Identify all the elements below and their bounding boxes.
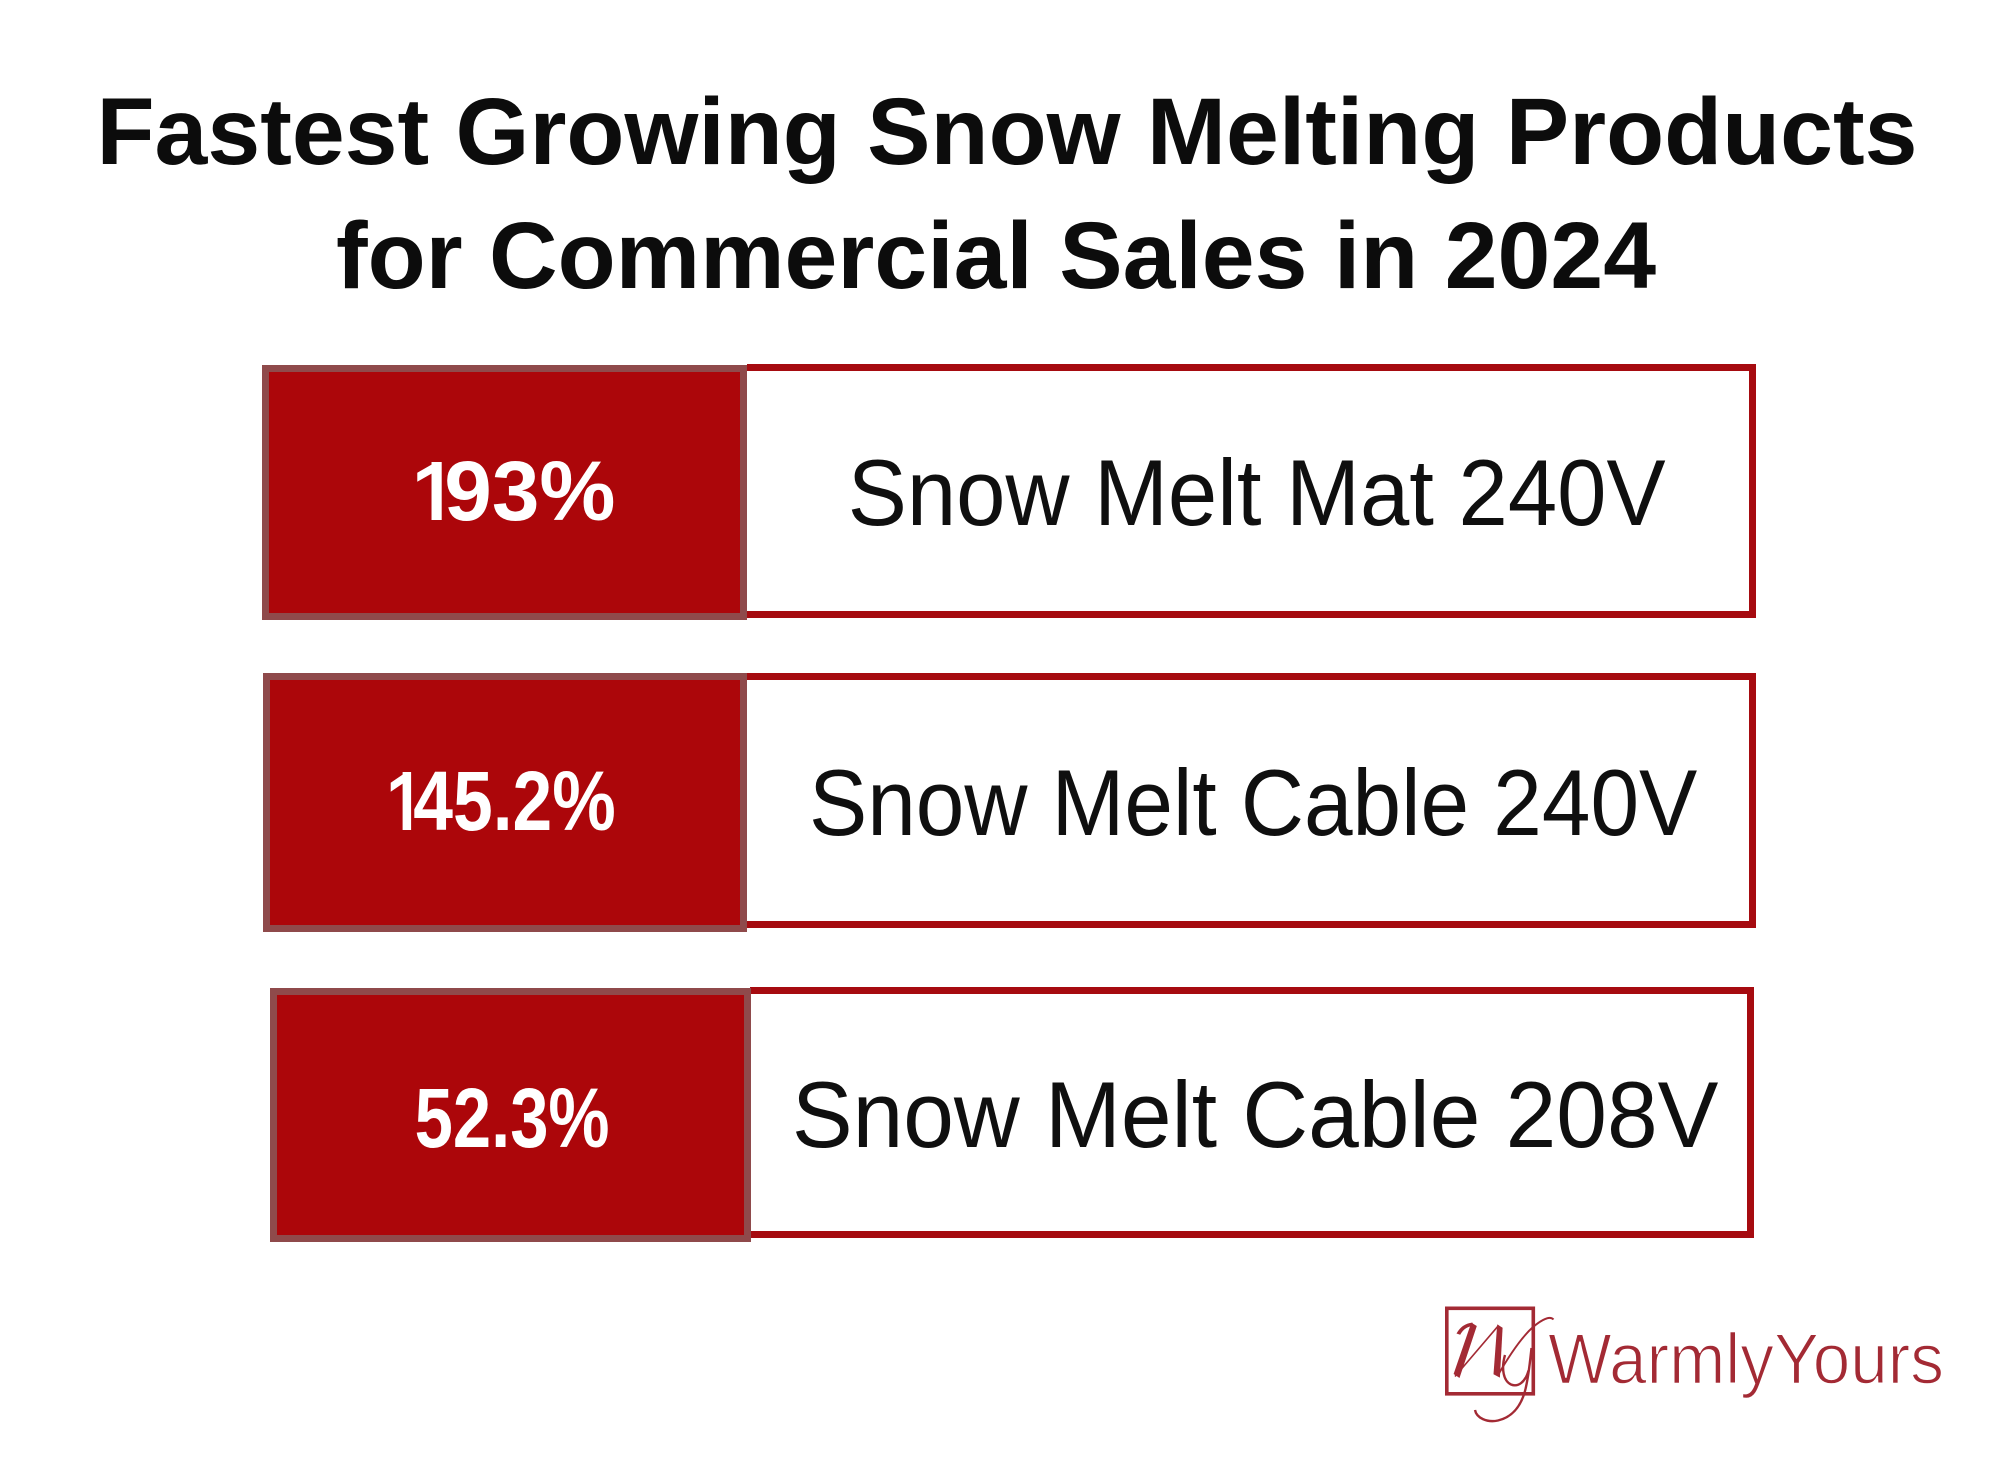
- svg-text:WarmlyYours: WarmlyYours: [1548, 1321, 1944, 1400]
